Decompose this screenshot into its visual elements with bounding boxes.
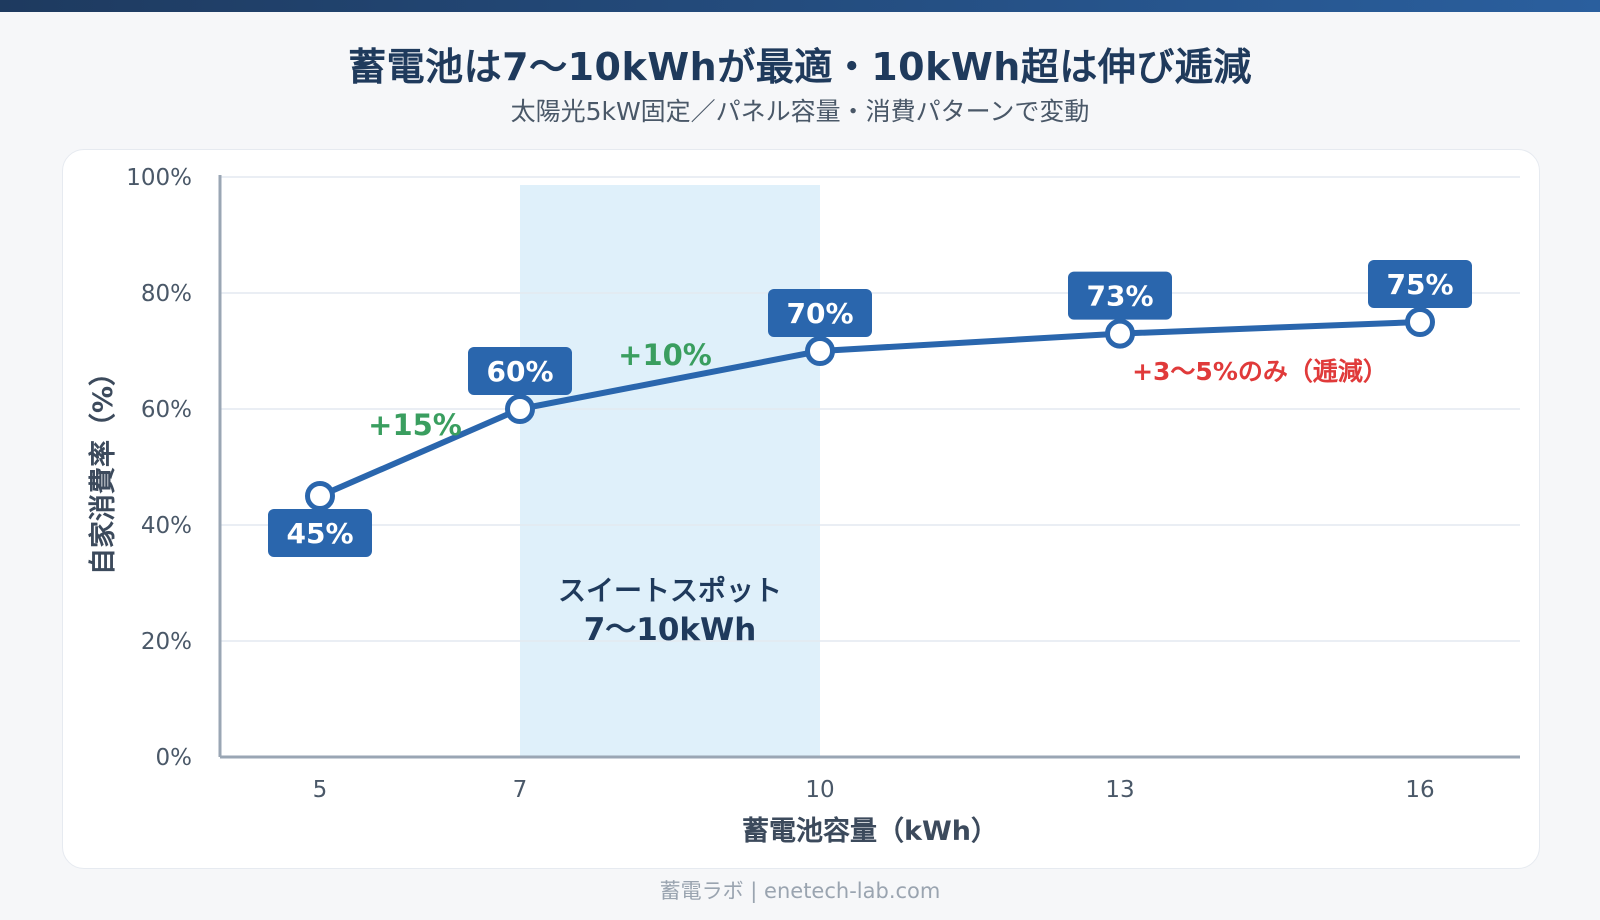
data-point	[305, 481, 335, 511]
data-label: 73%	[1086, 280, 1153, 313]
x-tick-label: 13	[1105, 777, 1134, 803]
y-tick-label: 60%	[141, 397, 192, 423]
sweet-spot-label: スイートスポット	[558, 574, 782, 607]
top-accent-bar	[0, 0, 1600, 12]
data-label: 70%	[786, 297, 853, 330]
y-tick-label: 100%	[126, 165, 192, 191]
data-label: 45%	[286, 517, 353, 550]
data-label: 75%	[1386, 268, 1453, 301]
x-tick-label: 7	[513, 777, 528, 803]
data-label-box	[468, 347, 572, 395]
x-axis-title: 蓄電池容量（kWh）	[742, 815, 998, 847]
x-tick-label: 10	[805, 777, 834, 803]
y-tick-label: 80%	[141, 281, 192, 307]
data-label-box	[268, 509, 372, 557]
footer-credit: 蓄電ラボ | enetech-lab.com	[659, 879, 941, 903]
sweet-spot-band	[520, 185, 820, 757]
y-axis-title: 自家消費率（%）	[87, 359, 119, 575]
x-tick-label: 16	[1405, 777, 1434, 803]
y-tick-label: 0%	[156, 745, 193, 771]
data-point	[805, 336, 835, 366]
data-label: 60%	[486, 355, 553, 388]
data-point	[1405, 307, 1435, 337]
chart-subtitle: 太陽光5kW固定／パネル容量・消費パターンで変動	[510, 97, 1090, 126]
data-label-box	[768, 289, 872, 337]
diminish-annotation: +3〜5%のみ（逓減）	[1132, 357, 1388, 386]
data-point	[1105, 318, 1135, 349]
data-label-box	[1068, 271, 1172, 320]
data-point	[505, 394, 535, 424]
gain-annotation: +15%	[368, 408, 462, 442]
chart-title: 蓄電池は7〜10kWhが最適・10kWh超は伸び逓減	[348, 45, 1252, 89]
x-tick-label: 5	[313, 777, 328, 803]
gain-annotation: +10%	[618, 338, 712, 372]
y-tick-label: 20%	[141, 629, 192, 655]
data-label-box	[1368, 260, 1472, 308]
y-tick-label: 40%	[141, 513, 192, 539]
sweet-spot-range-label: 7〜10kWh	[584, 612, 757, 648]
